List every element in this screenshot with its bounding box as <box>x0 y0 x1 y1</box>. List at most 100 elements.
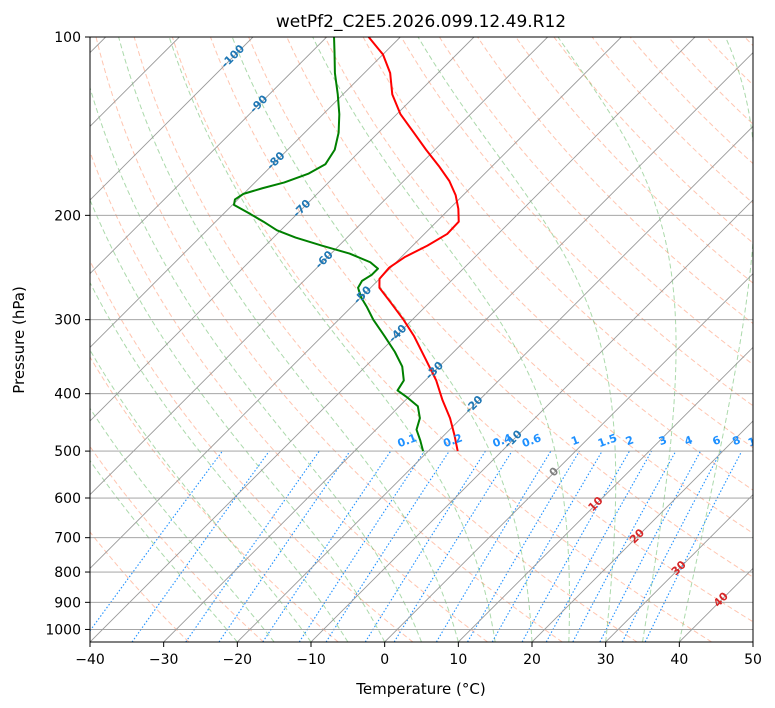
dry-adiabat-line <box>400 37 753 407</box>
dry-adiabat-line <box>324 37 753 491</box>
plot-frame <box>89 36 754 643</box>
y-axis: 1000 900 800 700 600 500 400 300 200 100 <box>45 30 90 638</box>
dry-adiabat-line <box>171 37 712 642</box>
mixing-ratio-line <box>621 450 722 642</box>
isotherm-gridline <box>90 37 475 422</box>
moist-adiabat-line <box>168 37 496 642</box>
moist-adiabat-line <box>118 37 459 642</box>
mixing-ratio-line <box>131 450 270 642</box>
mixing-ratio-label: 1.5 <box>596 431 619 450</box>
y-tick-label: 200 <box>54 208 81 224</box>
moist-adiabat-line <box>90 407 275 642</box>
isotherm-gridline <box>90 37 254 201</box>
dry-adiabat-line <box>439 37 753 366</box>
isotherm-gridline <box>90 37 401 348</box>
dry-adiabat-line <box>515 37 753 284</box>
moist-adiabat-line <box>90 198 386 642</box>
dry-adiabat-line <box>90 356 339 642</box>
dry-adiabat-line <box>90 259 414 642</box>
mixing-ratio-line <box>325 450 450 642</box>
x-tick-label: −20 <box>223 652 253 668</box>
dry-adiabat-line <box>133 37 638 642</box>
isotherm-grid <box>90 37 753 642</box>
x-tick-label: 30 <box>597 652 615 668</box>
x-tick-label: −30 <box>149 652 179 668</box>
moist-adiabat-line <box>90 281 349 642</box>
x-tick-label: 20 <box>523 652 541 668</box>
dry-adiabat-line <box>553 37 753 244</box>
moist-adiabat-line <box>90 459 238 642</box>
x-tick-label: 0 <box>380 652 389 668</box>
mixing-ratio-line <box>218 450 351 642</box>
y-tick-label: 900 <box>54 595 81 611</box>
mixing-ratio-line <box>572 450 677 642</box>
y-tick-label: 300 <box>54 313 81 329</box>
x-tick-label: −10 <box>296 652 326 668</box>
mixing-ratio-label: 8 <box>731 433 743 448</box>
isotherm-gridline <box>90 37 622 569</box>
moist-adiabat-line <box>312 37 570 642</box>
mixing-ratio-lines <box>90 450 743 642</box>
x-tick-label: −40 <box>75 652 105 668</box>
y-tick-label: 1000 <box>45 622 81 638</box>
mixing-ratio-line <box>90 450 223 632</box>
mixing-ratio-label: 0.2 <box>441 431 464 450</box>
isotherm-gridline <box>310 199 753 642</box>
x-tick-label: 10 <box>449 652 467 668</box>
isobar-grid <box>90 37 753 630</box>
mixing-ratio-line <box>644 450 743 642</box>
mixing-ratio-label: 4 <box>683 433 695 448</box>
y-tick-label: 600 <box>54 491 81 507</box>
dry-adiabat-line <box>90 531 190 642</box>
y-tick-label: 400 <box>54 387 81 403</box>
y-axis-label: Pressure (hPa) <box>10 286 28 394</box>
dry-adiabats <box>90 37 753 642</box>
y-tick-label: 800 <box>54 565 81 581</box>
moist-adiabat-line <box>231 37 533 642</box>
isotherm-gridline <box>237 125 753 642</box>
dewpoint-profile-line <box>232 37 425 452</box>
moist-adiabat-line <box>417 37 617 642</box>
isotherm-gridline <box>90 37 548 496</box>
isotherm-gridline <box>90 37 327 275</box>
x-tick-label: 50 <box>744 652 762 668</box>
isotherm-gridline <box>458 346 753 642</box>
mixing-ratio-line <box>298 450 425 642</box>
mixing-ratio-label: 0.4 <box>491 431 514 450</box>
mixing-ratio-label: 3 <box>657 433 669 448</box>
dry-adiabat-line <box>90 150 488 642</box>
moist-adiabat-line <box>678 37 753 642</box>
dry-adiabat-line <box>362 37 753 449</box>
isotherm-gridline <box>531 420 753 642</box>
mixing-ratio-label: 0.1 <box>396 431 419 450</box>
y-tick-label: 500 <box>54 444 81 460</box>
dry-adiabat-line <box>210 37 753 623</box>
isotherm-gridline <box>90 37 696 642</box>
mixing-ratio-line <box>262 450 392 642</box>
isotherm-gridline <box>163 52 753 642</box>
mixing-ratio-labels: 0.10.20.40.611.52346810131620253036 <box>396 431 765 450</box>
x-axis-label: Temperature (°C) <box>355 680 485 698</box>
y-tick-label: 100 <box>54 30 81 46</box>
plot-area: -100-90-80-70-60-50-40-30-20-10010203040… <box>90 37 765 642</box>
mixing-ratio-label: 2 <box>624 433 636 448</box>
mixing-ratio-line <box>185 450 320 642</box>
mixing-ratio-line <box>521 450 630 642</box>
mixing-ratio-line <box>435 450 552 642</box>
mixing-ratio-line <box>545 450 653 642</box>
temperature-profile-line <box>367 37 460 452</box>
dry-adiabat-line <box>248 37 753 578</box>
y-tick-label: 700 <box>54 531 81 547</box>
dry-adiabat-line <box>286 37 753 534</box>
mixing-ratio-label: 0.6 <box>520 431 543 450</box>
isotherm-gridline <box>605 494 753 642</box>
chart-title: wetPf2_C2E5.2026.099.12.49.R12 <box>276 12 566 32</box>
dry-adiabat-line <box>629 37 753 165</box>
mixing-ratio-label: 10 <box>746 432 765 450</box>
profile-series <box>232 37 460 452</box>
x-tick-label: 40 <box>670 652 688 668</box>
isotherm-gridline <box>384 273 753 642</box>
mixing-ratio-line <box>364 450 486 642</box>
